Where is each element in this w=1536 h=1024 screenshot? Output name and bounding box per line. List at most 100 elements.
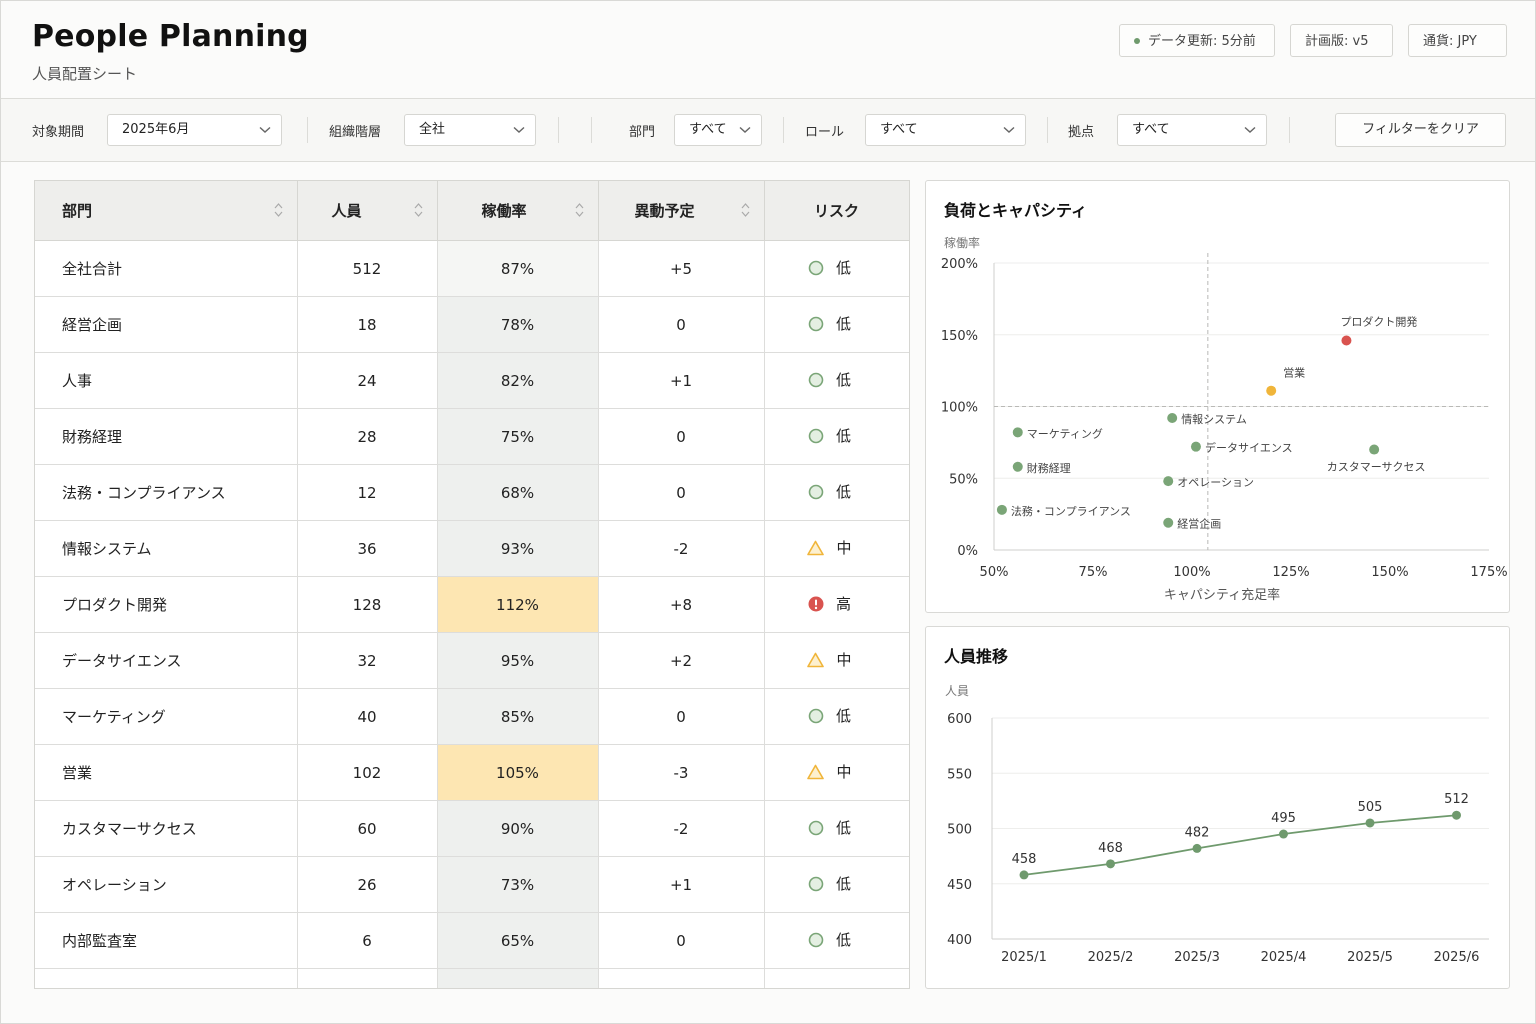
table-total-row[interactable]: 全社合計 512 87% +5 低: [35, 240, 909, 297]
column-header-utilization[interactable]: 稼働率: [437, 181, 599, 241]
x-tick-label: 2025/3: [1174, 950, 1220, 965]
scatter-point-label: カスタマーサクセス: [1327, 461, 1426, 474]
chevron-down-icon: [739, 115, 751, 134]
cell-utilization: 85%: [437, 688, 599, 745]
cell-department: 経営企画: [35, 296, 298, 353]
data-point: [1106, 859, 1115, 869]
table-row[interactable]: プロダクト開発 128 112% +8 高: [35, 576, 909, 633]
sort-icon: [741, 203, 749, 217]
cell-headcount: 512: [297, 240, 438, 297]
cell-planned-moves: 0: [598, 296, 765, 353]
risk-label: 中: [836, 763, 852, 782]
cell-utilization: 65%: [437, 912, 599, 969]
column-header-headcount[interactable]: 人員: [297, 181, 438, 241]
column-header-risk[interactable]: リスク: [764, 181, 909, 241]
scatter-point-label: 法務・コンプライアンス: [1011, 504, 1131, 518]
table-row[interactable]: マーケティング 40 85% 0 低: [35, 688, 909, 745]
cell-risk: 低: [764, 352, 909, 409]
table-row[interactable]: カスタマーサクセス 60 90% -2 低: [35, 800, 909, 857]
cell-headcount: 12: [297, 464, 438, 521]
table-row[interactable]: 財務経理 28 75% 0 低: [35, 408, 909, 465]
risk-label: 低: [835, 315, 851, 334]
divider: [591, 117, 592, 143]
x-tick-label: 125%: [1272, 565, 1309, 580]
cell-department: オペレーション: [35, 856, 298, 913]
table-row[interactable]: 経営企画 18 78% 0 低: [35, 296, 909, 353]
headcount-trend-card: 人員推移 人員 400 450 500 550 600 2025/1 2025/2 2025/3…: [925, 626, 1510, 989]
currency-badge[interactable]: 通貨: JPY: [1408, 24, 1507, 57]
table-row[interactable]: 法務・コンプライアンス 12 68% 0 低: [35, 464, 909, 521]
cell-utilization: 75%: [437, 408, 599, 465]
scatter-point: [1341, 335, 1352, 346]
cell-risk: 低: [764, 296, 909, 353]
data-label: 512: [1444, 792, 1469, 807]
headcount-trend-title: 人員推移: [944, 647, 1009, 666]
low-risk-circle-icon: [808, 876, 824, 892]
cell-planned-moves: -3: [598, 744, 765, 801]
org-level-select[interactable]: 全社: [404, 114, 536, 146]
warning-triangle-icon: [807, 652, 825, 668]
cell-risk: 低: [764, 408, 909, 465]
cell-headcount: 128: [297, 576, 438, 633]
chevron-down-icon: [1244, 115, 1256, 134]
table-row[interactable]: 情報システム 36 93% -2 中: [35, 520, 909, 577]
cell-risk: 低: [764, 464, 909, 521]
cell-utilization: 87%: [437, 240, 599, 297]
x-tick-label: 2025/4: [1261, 950, 1307, 965]
role-select[interactable]: すべて: [865, 114, 1026, 146]
cell-utilization: 90%: [437, 800, 599, 857]
cell-risk: 高: [764, 576, 909, 633]
chevron-down-icon: [259, 115, 271, 134]
cell-planned-moves: +8: [598, 576, 765, 633]
scatter-point-label: オペレーション: [1177, 476, 1254, 489]
table-row[interactable]: 人事 24 82% +1 低: [35, 352, 909, 409]
scatter-point: [1012, 461, 1023, 472]
column-header-planned-moves[interactable]: 異動予定: [598, 181, 765, 241]
cell-utilization: 68%: [437, 464, 599, 521]
table-row[interactable]: 内部監査室 6 65% 0 低: [35, 912, 909, 969]
divider: [558, 117, 559, 143]
period-select[interactable]: 2025年6月: [107, 114, 282, 146]
data-label: 505: [1358, 800, 1383, 815]
cell-risk: 中: [764, 520, 909, 577]
department-select[interactable]: すべて: [674, 114, 762, 146]
headcount-trend-line-chart: 人員 400 450 500 550 600 2025/1 2025/2 2025/3 2025/…: [945, 684, 1489, 965]
filter-bar: 対象期間 2025年6月 組織階層 全社 部門 すべて ロール すべて 拠点 す…: [1, 99, 1535, 162]
data-point: [1452, 810, 1461, 820]
y-tick-label: 50%: [949, 472, 978, 487]
department-label: 部門: [629, 125, 656, 140]
cell-risk: 低: [764, 688, 909, 745]
cell-department: 営業: [35, 744, 298, 801]
data-point: [1192, 843, 1202, 853]
org-level-label: 組織階層: [329, 125, 382, 140]
table-row[interactable]: オペレーション 26 73% +1 低: [35, 856, 909, 913]
alert-icon: [808, 596, 824, 612]
scatter-point: [1012, 427, 1023, 438]
x-tick-label: 75%: [1079, 565, 1108, 580]
cell-planned-moves: +1: [598, 352, 765, 409]
scatter-point: [1163, 517, 1174, 528]
column-label: 人員: [331, 202, 362, 220]
clear-filters-button[interactable]: フィルターをクリア: [1335, 113, 1506, 147]
cell-planned-moves: -2: [598, 520, 765, 577]
table-empty-row: [35, 968, 909, 988]
cell-utilization: 82%: [437, 352, 599, 409]
plan-version-badge[interactable]: 計画版: v5: [1290, 24, 1393, 57]
department-value: すべて: [689, 122, 727, 137]
low-risk-circle-icon: [808, 820, 824, 836]
scatter-point-label: データサイエンス: [1205, 441, 1293, 455]
period-label: 対象期間: [32, 125, 85, 140]
cell-department: プロダクト開発: [35, 576, 298, 633]
table-row[interactable]: データサイエンス 32 95% +2 中: [35, 632, 909, 689]
role-value: すべて: [880, 122, 918, 137]
location-select[interactable]: すべて: [1117, 114, 1267, 146]
y-tick-label: 400: [947, 933, 972, 948]
y-tick-label: 600: [947, 712, 972, 727]
low-risk-circle-icon: [808, 708, 824, 724]
divider: [783, 117, 784, 143]
role-label: ロール: [805, 125, 845, 140]
load-capacity-card: 負荷とキャパシティ 稼働率 0% 50% 100% 150% 200% 50% 75% 100%…: [925, 180, 1510, 613]
cell-headcount: 18: [297, 296, 438, 353]
column-header-department[interactable]: 部門: [35, 181, 298, 241]
table-row[interactable]: 営業 102 105% -3 中: [35, 744, 909, 801]
